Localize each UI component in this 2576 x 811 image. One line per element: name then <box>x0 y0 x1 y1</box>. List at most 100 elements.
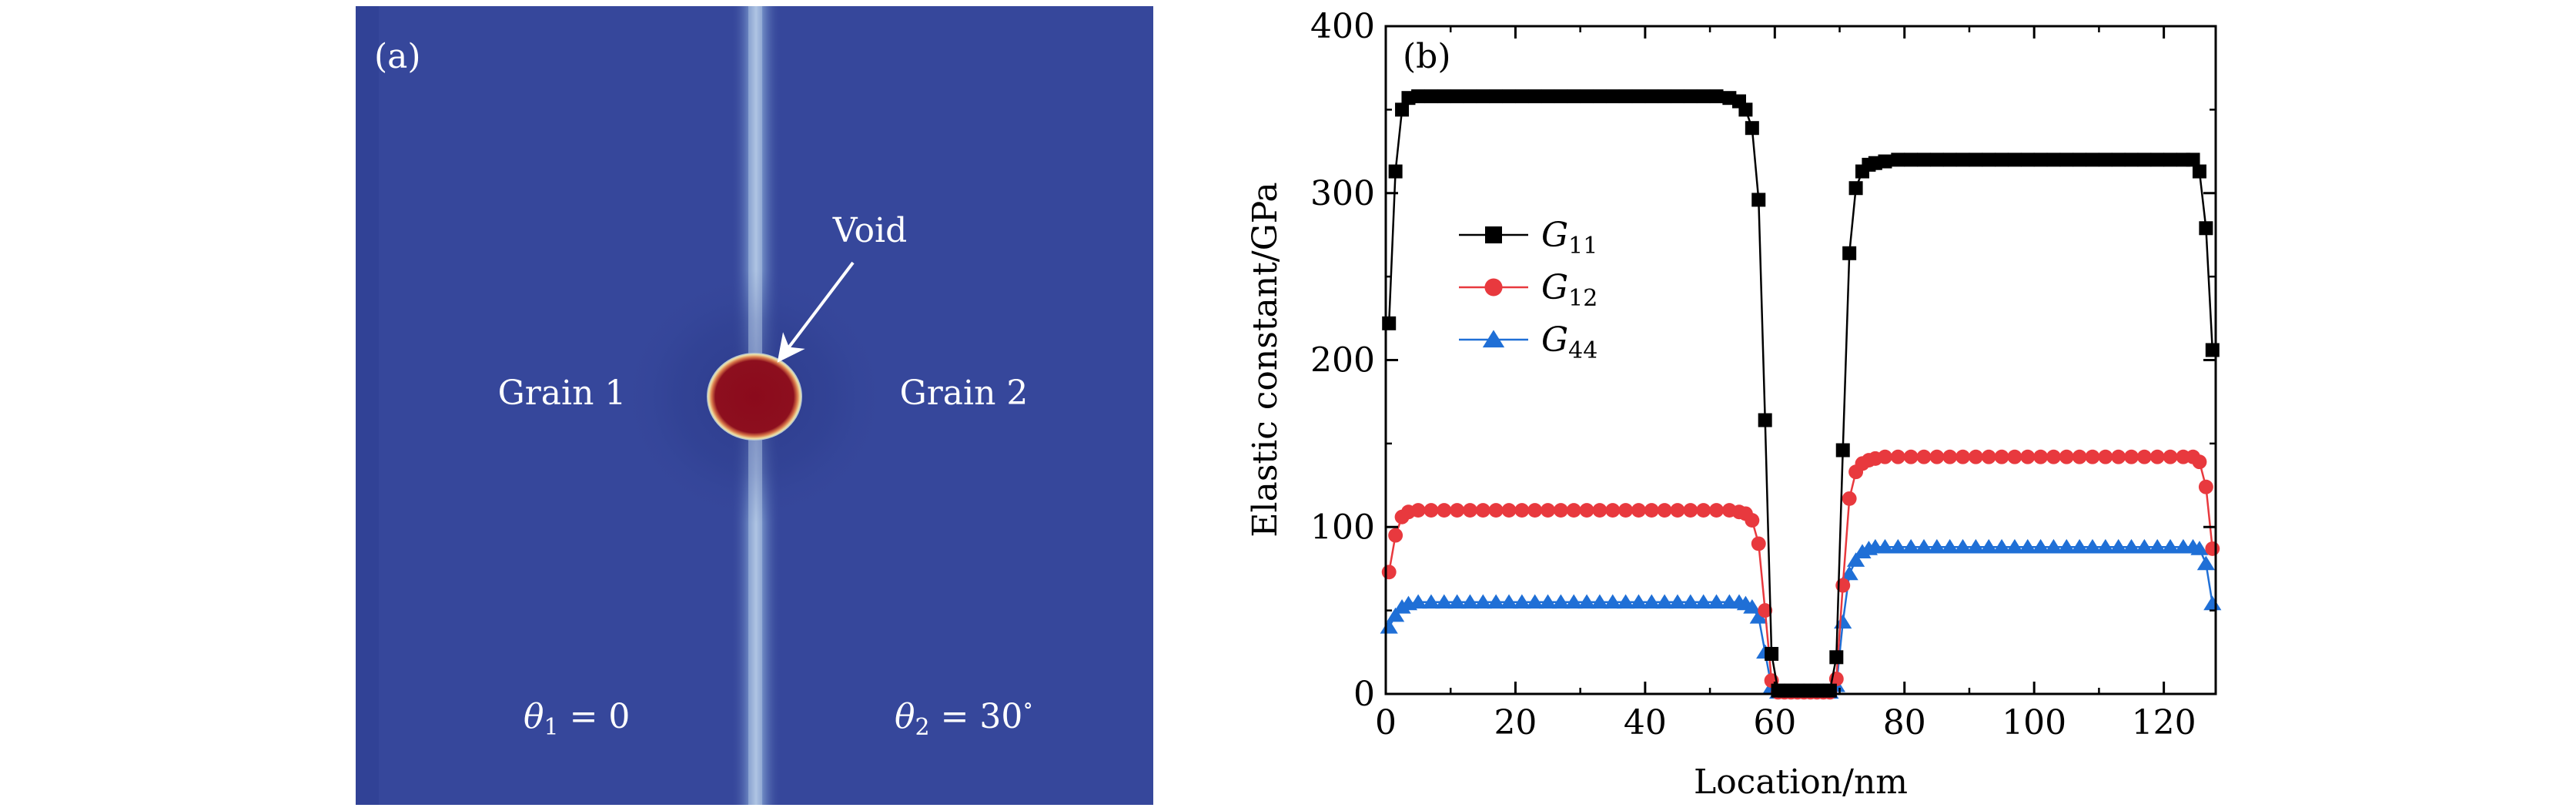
data-point-G12 <box>2192 454 2207 470</box>
data-point-G44 <box>1928 538 1946 554</box>
data-point-G11 <box>1995 152 2009 167</box>
data-point-G11 <box>1822 683 1837 698</box>
data-point-G12 <box>1592 503 1607 518</box>
data-point-G11 <box>2163 152 2178 167</box>
data-point-G12 <box>1903 449 1919 464</box>
data-point-G44 <box>1629 594 1648 609</box>
data-point-G44 <box>1979 538 1998 554</box>
data-point-G11 <box>1942 152 1957 167</box>
data-point-G11 <box>2199 221 2213 236</box>
data-point-G11 <box>2137 152 2152 167</box>
data-point-G11 <box>1388 164 1403 179</box>
data-point-G11 <box>1450 89 1464 104</box>
data-point-G12 <box>1751 536 1766 551</box>
data-point-G11 <box>1514 89 1529 104</box>
data-point-G12 <box>2059 449 2074 464</box>
data-point-G11 <box>2124 152 2139 167</box>
data-point-G11 <box>1423 89 1438 104</box>
data-point-G12 <box>1745 513 1760 528</box>
data-point-G12 <box>2111 449 2126 464</box>
data-point-G11 <box>2192 164 2206 179</box>
data-point-G11 <box>1835 443 1850 457</box>
series-G44 <box>1380 538 2222 699</box>
data-point-G11 <box>1395 102 1410 117</box>
data-point-G12 <box>2205 541 2220 556</box>
data-point-G44 <box>2122 538 2141 554</box>
data-point-G44 <box>2044 538 2063 554</box>
data-point-G12 <box>2033 449 2049 464</box>
data-point-G44 <box>2190 541 2209 555</box>
data-point-G11 <box>1738 102 1753 117</box>
panel-a-simulation-image: (a) Void Grain 1 Grain 2 θ1 = 0 θ2 = 30∘ <box>356 6 1153 805</box>
series-line-G12 <box>1387 455 2214 694</box>
void-label: Void <box>832 211 907 250</box>
data-point-G12 <box>2136 449 2152 464</box>
data-point-G44 <box>1617 594 1635 609</box>
data-point-G44 <box>1642 594 1661 609</box>
data-point-G12 <box>1450 503 1465 518</box>
data-point-G44 <box>2019 538 2037 554</box>
data-point-G44 <box>1577 594 1596 609</box>
data-point-G11 <box>1463 89 1477 104</box>
data-point-G11 <box>1842 246 1857 260</box>
data-point-G11 <box>1605 89 1620 104</box>
data-point-G44 <box>1460 594 1480 609</box>
data-point-G12 <box>1683 503 1698 518</box>
data-point-G44 <box>2196 555 2215 571</box>
legend-label-sub: 44 <box>1568 337 1597 364</box>
data-point-G44 <box>2070 538 2089 554</box>
data-point-G12 <box>1410 503 1426 518</box>
data-point-G12 <box>1890 449 1905 464</box>
y-tick-label: 400 <box>1310 7 1375 46</box>
data-point-G12 <box>1437 503 1452 518</box>
legend-label-main: G <box>1541 320 1568 360</box>
data-point-G11 <box>1541 89 1555 104</box>
panel-b-label: (b) <box>1403 37 1451 76</box>
data-point-G12 <box>2020 449 2036 464</box>
x-tick-label: 100 <box>2002 703 2066 742</box>
data-point-G12 <box>1631 503 1646 518</box>
data-point-G44 <box>1564 594 1583 609</box>
y-tick-label: 300 <box>1310 174 1375 213</box>
data-point-G11 <box>1969 152 1983 167</box>
data-point-G12 <box>1929 449 1945 464</box>
legend-marker <box>1482 330 1505 348</box>
series-line-G44 <box>1388 546 2214 694</box>
data-point-G12 <box>2149 449 2165 464</box>
data-point-G12 <box>2098 449 2113 464</box>
data-point-G11 <box>1696 89 1711 104</box>
legend-label-sub: 12 <box>1568 285 1597 312</box>
theta-1-rest: = 0 <box>559 697 631 736</box>
data-point-G44 <box>1694 594 1713 609</box>
data-point-G11 <box>2186 152 2200 167</box>
data-point-G11 <box>1658 89 1672 104</box>
data-point-G12 <box>2007 449 2022 464</box>
data-point-G12 <box>1709 503 1724 518</box>
data-point-G12 <box>2085 449 2100 464</box>
data-point-G44 <box>1941 538 1959 554</box>
data-point-G44 <box>1655 594 1674 609</box>
x-axis-label: Location/nm <box>1694 762 1908 802</box>
data-point-G12 <box>1670 503 1685 518</box>
data-point-G44 <box>1834 614 1852 629</box>
void-particle <box>707 353 802 441</box>
left-edge-shade <box>356 6 379 805</box>
data-point-G44 <box>1953 538 1972 554</box>
data-point-G44 <box>2109 538 2128 554</box>
theta-2-rest: = 30 <box>930 697 1023 736</box>
data-point-G11 <box>1644 89 1659 104</box>
theta-1-sub: 1 <box>544 714 559 741</box>
legend-item-G11: G11 <box>1459 216 1597 260</box>
data-point-G44 <box>1409 594 1427 609</box>
data-point-G44 <box>1915 538 1933 554</box>
grain-2-label: Grain 2 <box>900 374 1029 413</box>
data-point-G44 <box>2032 538 2050 554</box>
data-point-G44 <box>1743 598 1761 614</box>
data-point-G12 <box>2198 479 2213 494</box>
data-point-G11 <box>1848 181 1863 196</box>
void-arrow <box>777 261 855 363</box>
data-point-G44 <box>1474 594 1492 609</box>
data-point-G44 <box>1387 607 1405 622</box>
